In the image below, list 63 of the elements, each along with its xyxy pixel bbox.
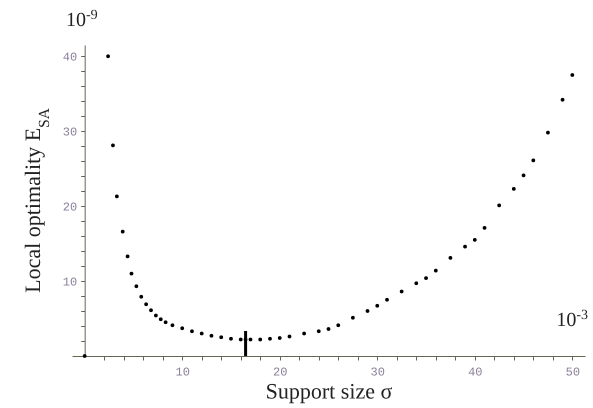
x-axis-title: Support size σ [266, 378, 392, 404]
x-tick-label: 50 [566, 366, 580, 380]
point [229, 336, 233, 341]
text: 10$^{-9}$ [66, 8, 98, 31]
point [190, 329, 194, 334]
point [158, 317, 163, 322]
point [424, 276, 428, 280]
point [210, 334, 214, 338]
point [570, 73, 574, 77]
point [316, 329, 321, 334]
point [366, 309, 370, 313]
point [139, 294, 144, 299]
point [238, 338, 243, 342]
point [106, 54, 110, 58]
point [120, 230, 125, 234]
point [326, 327, 330, 331]
point [180, 326, 184, 330]
point [130, 272, 134, 276]
x-tick-label: 40 [468, 366, 482, 380]
point [114, 194, 119, 198]
point [126, 254, 130, 258]
y-tick-label: 10 [62, 276, 78, 290]
point [472, 238, 477, 242]
point [200, 332, 204, 336]
point [268, 336, 272, 341]
point [278, 336, 282, 340]
point [154, 314, 158, 318]
x-tick-label: 30 [370, 366, 385, 380]
point [385, 298, 389, 302]
point [219, 335, 224, 340]
point [164, 320, 168, 324]
y-tick-label: 20 [62, 200, 78, 215]
point [351, 316, 355, 320]
point [82, 354, 87, 358]
point [244, 338, 248, 342]
x-tick-label: 20 [273, 366, 288, 380]
point [448, 256, 452, 260]
point [336, 323, 340, 328]
point [288, 334, 292, 338]
point [134, 284, 138, 288]
point [144, 302, 148, 306]
point [482, 226, 486, 230]
point [149, 308, 153, 312]
point [463, 244, 467, 248]
y-tick-label: 30 [62, 126, 78, 140]
point [546, 130, 550, 135]
point [531, 158, 536, 162]
x-tick-label: 10 [176, 366, 190, 380]
point [497, 204, 502, 208]
point [302, 332, 306, 336]
point [258, 338, 262, 342]
point [170, 323, 174, 328]
point [111, 144, 115, 148]
y-tick-label: 40 [62, 50, 78, 65]
point [522, 174, 526, 178]
annotation: 10$^{-3}$ [556, 308, 588, 331]
point [414, 281, 418, 286]
point [560, 98, 564, 102]
point [512, 187, 516, 191]
point [400, 290, 404, 294]
point [375, 304, 380, 308]
point [248, 338, 252, 342]
point [434, 268, 438, 272]
